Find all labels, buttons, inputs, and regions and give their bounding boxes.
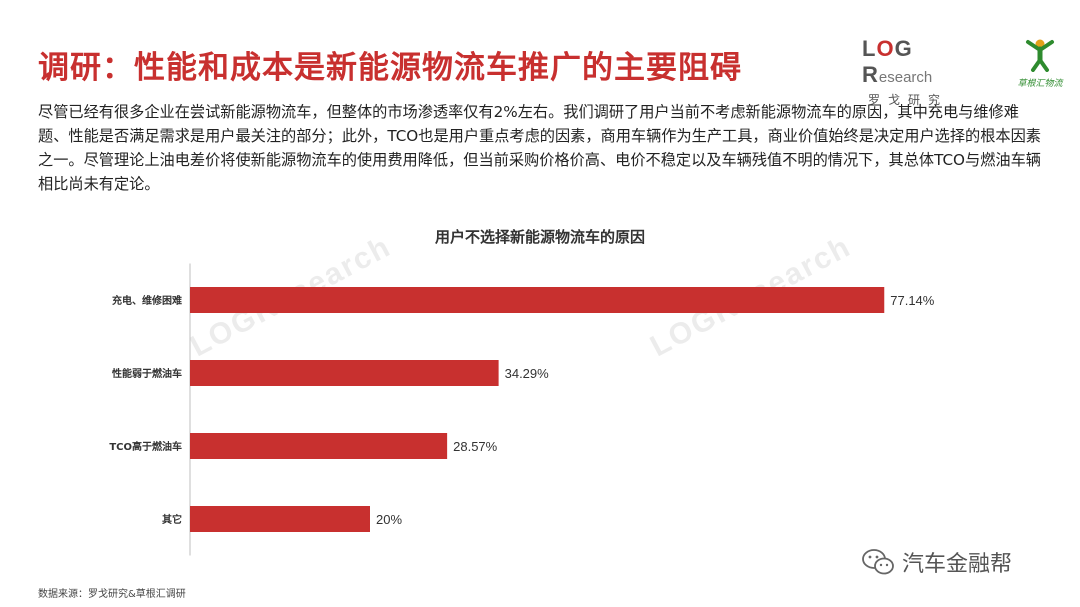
value-label: 28.57% bbox=[453, 439, 498, 454]
wechat-icon bbox=[862, 549, 894, 575]
bar-chart: 充电、维修困难 77.14% 性能弱于燃油车 34.29% TCO高于燃油车 28.57%… bbox=[109, 263, 935, 556]
logr-research-logo: LOG Research 罗戈研究 bbox=[862, 36, 988, 107]
bar bbox=[190, 287, 885, 313]
value-label: 77.14% bbox=[890, 293, 935, 308]
category-label: TCO高于燃油车 bbox=[109, 440, 182, 453]
category-label: 充电、维修困难 bbox=[112, 294, 182, 307]
data-source-note: 数据来源：罗戈研究&草根汇调研 bbox=[38, 589, 186, 600]
wechat-account-watermark: 汽车金融帮 bbox=[862, 545, 1012, 579]
chart-title: 用户不选择新能源物流车的原因 bbox=[434, 228, 645, 246]
logr-brand: LOG Research bbox=[862, 36, 933, 87]
caogenhui-logo: 草根汇物流 bbox=[1010, 38, 1070, 94]
bar bbox=[190, 360, 499, 386]
wechat-account-name: 汽车金融帮 bbox=[902, 552, 1013, 577]
caogenhui-figure-icon bbox=[1026, 39, 1054, 72]
value-label: 20% bbox=[376, 512, 402, 527]
bar bbox=[190, 506, 370, 532]
caogenhui-caption: 草根汇物流 bbox=[1017, 79, 1063, 89]
category-label: 性能弱于燃油车 bbox=[111, 367, 182, 380]
logr-cn-name: 罗戈研究 bbox=[868, 93, 949, 107]
value-label: 34.29% bbox=[505, 366, 550, 381]
bar bbox=[190, 433, 448, 459]
category-label: 其它 bbox=[162, 513, 182, 526]
intro-paragraph: 尽管已经有很多企业在尝试新能源物流车，但整体的市场渗透率仅有2%左右。我们调研了… bbox=[38, 103, 1041, 193]
page-title: 调研：性能和成本是新能源物流车推广的主要阻碍 bbox=[38, 50, 742, 86]
